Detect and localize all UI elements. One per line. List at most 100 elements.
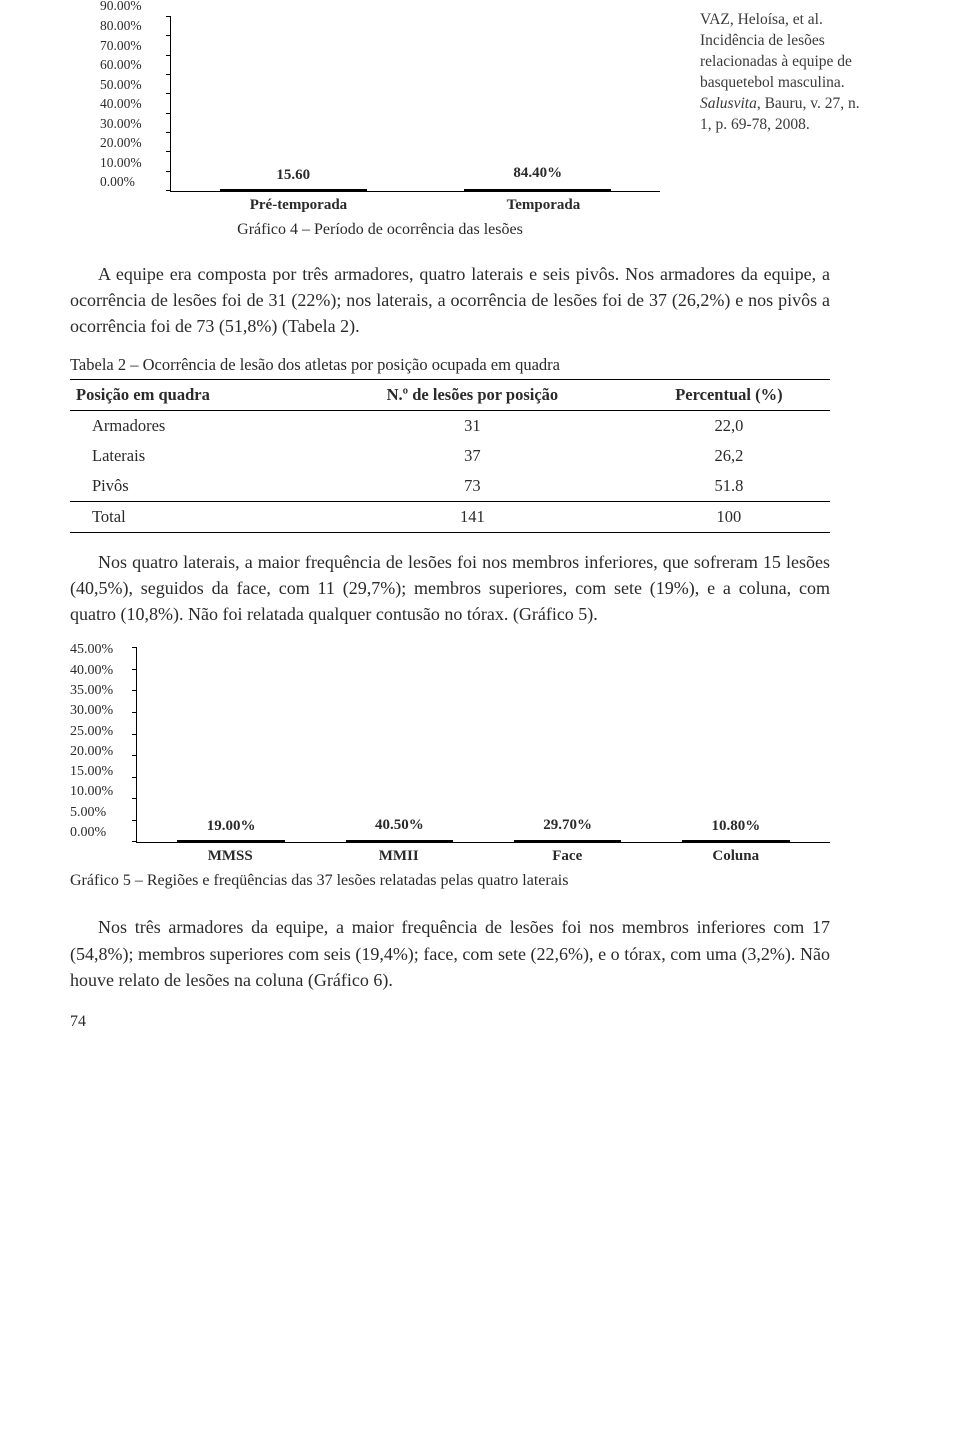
- chart4-ylabel: 80.00%: [100, 16, 165, 36]
- page-number: 74: [70, 1010, 86, 1033]
- chart5-tick: [132, 690, 137, 691]
- chart4-xlabels: Pré-temporada Temporada: [170, 195, 660, 213]
- chart4-ylabel: 50.00%: [100, 75, 165, 95]
- chart5-ylabel: 30.00%: [70, 701, 132, 721]
- chart5-ylabel: 5.00%: [70, 803, 132, 823]
- table2-h1: N.º de lesões por posição: [317, 380, 628, 411]
- chart4-ylabel: 40.00%: [100, 94, 165, 114]
- sidenote-journal: Salusvita: [700, 95, 757, 112]
- chart4-bars: 15.60 84.40%: [171, 17, 660, 191]
- chart5-tick: [132, 841, 137, 842]
- table-cell: 51.8: [628, 471, 830, 501]
- chart4-ylabel: 0.00%: [100, 172, 165, 192]
- table2-caption: Tabela 2 – Ocorrência de lesão dos atlet…: [70, 353, 830, 377]
- chart5-tick: [132, 669, 137, 670]
- chart4-ylabel: 20.00%: [100, 133, 165, 153]
- table-row: Pivôs7351.8: [70, 471, 830, 501]
- chart4-block: 0.00%10.00%20.00%30.00%40.00%50.00%60.00…: [100, 10, 660, 261]
- table-cell: Laterais: [70, 441, 317, 471]
- chart5-block: 0.00%5.00%10.00%15.00%20.00%25.00%30.00%…: [0, 641, 960, 892]
- table-row: Armadores3122,0: [70, 411, 830, 441]
- chart4-bar-value: 84.40%: [513, 163, 562, 185]
- chart4-tick: [166, 16, 171, 17]
- table-cell: 100: [628, 502, 830, 533]
- chart5-ylabel: 25.00%: [70, 722, 132, 742]
- chart5-bar-value: 10.80%: [711, 816, 760, 838]
- chart4-tick: [166, 113, 171, 114]
- chart5-xlabel: MMSS: [176, 846, 284, 864]
- chart5-ylabel: 10.00%: [70, 782, 132, 802]
- chart5-xlabels: MMSSMMIIFaceColuna: [136, 846, 830, 864]
- chart4-bar-slot: 84.40%: [464, 189, 611, 191]
- chart5-tick: [132, 798, 137, 799]
- chart5-bar-value: 40.50%: [375, 815, 424, 837]
- table2-h2: Percentual (%): [628, 380, 830, 411]
- chart5-xlabel: Coluna: [682, 846, 790, 864]
- chart4: 0.00%10.00%20.00%30.00%40.00%50.00%60.00…: [100, 10, 660, 210]
- table2-h0: Posição em quadra: [70, 380, 317, 411]
- table-row: Laterais3726,2: [70, 441, 830, 471]
- chart4-caption: Gráfico 4 – Período de ocorrência das le…: [100, 218, 660, 241]
- chart5-ylabel: 35.00%: [70, 681, 132, 701]
- chart5-ylabels: 0.00%5.00%10.00%15.00%20.00%25.00%30.00%…: [70, 641, 132, 843]
- chart5-tick: [132, 777, 137, 778]
- chart4-bar-slot: 15.60: [220, 189, 367, 191]
- paragraph-1: A equipe era composta por três armadores…: [0, 261, 960, 339]
- table-sum-row: Total141100: [70, 502, 830, 533]
- table-cell: 141: [317, 502, 628, 533]
- chart5-bars: 19.00% 40.50% 29.70% 10.80%: [137, 648, 830, 842]
- chart4-plot: 15.60 84.40%: [170, 17, 660, 192]
- chart5-bar: [514, 840, 622, 842]
- table2-wrap: Tabela 2 – Ocorrência de lesão dos atlet…: [0, 353, 960, 533]
- chart5-bar-value: 19.00%: [207, 816, 256, 838]
- chart5-bar-slot: 10.80%: [682, 840, 790, 842]
- chart5-bar: [177, 840, 285, 842]
- chart5-tick: [132, 647, 137, 648]
- chart4-tick: [166, 132, 171, 133]
- table2-header-row: Posição em quadra N.º de lesões por posi…: [70, 380, 830, 411]
- table-cell: 22,0: [628, 411, 830, 441]
- chart5-tick: [132, 712, 137, 713]
- chart5-bar-slot: 19.00%: [177, 840, 285, 842]
- chart5-bar-slot: 29.70%: [514, 840, 622, 842]
- sidenote-title: Incidência de lesões relacionadas à equi…: [700, 32, 852, 91]
- chart4-tick: [166, 190, 171, 191]
- chart4-tick: [166, 74, 171, 75]
- chart5-ylabel: 40.00%: [70, 661, 132, 681]
- chart4-tick: [166, 93, 171, 94]
- chart5-bar-slot: 40.50%: [346, 840, 454, 842]
- chart5-ylabel: 15.00%: [70, 762, 132, 782]
- chart5-bar-value: 29.70%: [543, 815, 592, 837]
- chart4-ylabel: 10.00%: [100, 153, 165, 173]
- table-cell: Pivôs: [70, 471, 317, 501]
- chart5-bar: [682, 840, 790, 842]
- chart5-plot: 19.00% 40.50% 29.70% 10.80%: [136, 648, 830, 843]
- chart4-ylabel: 30.00%: [100, 114, 165, 134]
- chart4-xlabel: Pré-temporada: [250, 195, 347, 213]
- chart4-tick: [166, 151, 171, 152]
- chart5-ylabel: 45.00%: [70, 640, 132, 660]
- chart4-bar: [220, 189, 367, 191]
- sidenote-authors: VAZ, Heloísa, et al.: [700, 11, 823, 28]
- chart5-tick: [132, 755, 137, 756]
- sidenote: VAZ, Heloísa, et al. Incidência de lesõe…: [700, 10, 875, 136]
- paragraph-2: Nos quatro laterais, a maior frequência …: [0, 549, 960, 627]
- para3-text: Nos três armadores da equipe, a maior fr…: [70, 914, 830, 992]
- table-cell: 37: [317, 441, 628, 471]
- chart5-xlabel: MMII: [345, 846, 453, 864]
- table-cell: 31: [317, 411, 628, 441]
- chart4-bar-value: 15.60: [276, 165, 310, 187]
- chart4-tick: [166, 171, 171, 172]
- table-cell: Armadores: [70, 411, 317, 441]
- chart5-ylabel: 20.00%: [70, 742, 132, 762]
- chart4-xlabel: Temporada: [507, 195, 581, 213]
- table-cell: Total: [70, 502, 317, 533]
- page: 0.00%10.00%20.00%30.00%40.00%50.00%60.00…: [0, 0, 960, 1037]
- paragraph-3: Nos três armadores da equipe, a maior fr…: [0, 914, 960, 992]
- chart5-tick: [132, 734, 137, 735]
- chart5-caption: Gráfico 5 – Regiões e freqüências das 37…: [70, 869, 830, 892]
- chart4-ylabel: 70.00%: [100, 36, 165, 56]
- chart4-ylabel: 60.00%: [100, 55, 165, 75]
- chart4-ylabels: 0.00%10.00%20.00%30.00%40.00%50.00%60.00…: [100, 10, 165, 192]
- chart5-tick: [132, 820, 137, 821]
